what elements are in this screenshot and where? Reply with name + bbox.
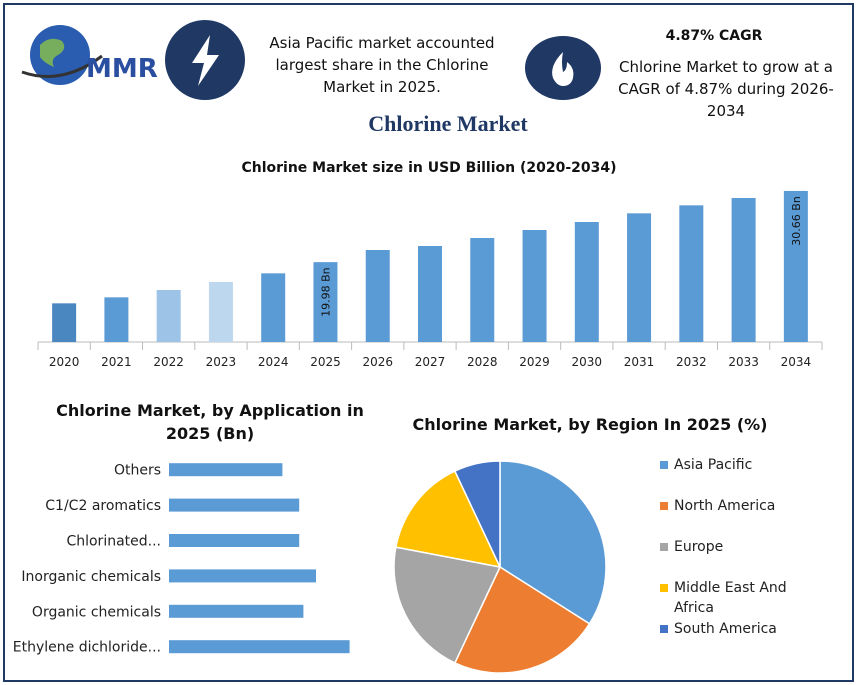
bar: [169, 604, 304, 618]
x-tick-label: 2033: [728, 355, 759, 369]
bar: [418, 246, 442, 342]
x-tick-label: 2027: [415, 355, 446, 369]
bar: [522, 230, 547, 342]
x-tick-label: 2029: [519, 355, 550, 369]
logo: MMR: [21, 25, 158, 85]
x-tick-label: 2030: [572, 355, 603, 369]
highlight-text: Asia Pacific market accounted largest sh…: [269, 34, 495, 96]
swoosh: [21, 54, 103, 78]
bar: [52, 303, 77, 342]
bar: [104, 297, 129, 342]
y-tick-label: Chlorinated...: [66, 534, 161, 550]
legend-item: Asia Pacific: [660, 455, 800, 475]
y-tick-label: Organic chemicals: [32, 604, 161, 620]
data-label: 19.98 Bn: [319, 267, 332, 317]
bar: [313, 262, 338, 342]
pie-slice: [453, 565, 591, 674]
x-tick-label: 2031: [624, 355, 655, 369]
pie-slice: [395, 470, 502, 569]
bar: [169, 640, 350, 654]
legend-label: Middle East And Africa: [674, 580, 787, 616]
legend-swatch: [660, 502, 668, 510]
flame-icon: [552, 52, 574, 86]
pie-slice: [453, 460, 501, 568]
highlight-text: Chlorine Market to grow at a CAGR of 4.8…: [618, 58, 834, 120]
legend-item: North America: [660, 496, 800, 516]
bar: [574, 222, 599, 342]
bar: [156, 290, 181, 342]
main-title: Chlorine Market: [368, 111, 528, 136]
bar: [169, 534, 300, 547]
x-tick-label: 2020: [49, 355, 80, 369]
legend-swatch: [660, 543, 668, 551]
bar: [261, 273, 286, 342]
cagr-title: 4.87% CAGR: [665, 28, 763, 44]
logo-text: MMR: [86, 54, 158, 84]
data-label: 30.66 Bn: [790, 196, 803, 246]
bar: [365, 250, 390, 342]
chart-title: Chlorine Market, by Application in 2025 …: [56, 401, 364, 443]
bar: [627, 213, 652, 342]
y-tick-label: Others: [114, 463, 161, 479]
legend-label: Asia Pacific: [674, 457, 753, 473]
x-tick-label: 2021: [101, 355, 132, 369]
x-tick-label: 2022: [153, 355, 184, 369]
legend-item: South America: [660, 619, 800, 639]
bar: [470, 238, 495, 342]
bar: [783, 190, 808, 342]
bar: [731, 198, 756, 342]
legend-swatch: [660, 461, 668, 469]
chart-title: Chlorine Market, by Region In 2025 (%): [413, 415, 768, 434]
icon-circle: [525, 36, 601, 100]
bar: [679, 205, 704, 342]
legend-label: Europe: [674, 539, 724, 555]
legend-swatch: [660, 625, 668, 633]
x-tick-label: 2023: [206, 355, 237, 369]
legend-item: Middle East And Africa: [660, 578, 800, 618]
x-tick-label: 2024: [258, 355, 289, 369]
legend-label: South America: [674, 621, 777, 637]
frame: [3, 3, 854, 682]
globe-land: [40, 38, 65, 67]
legend-item: Europe: [660, 537, 800, 557]
x-tick-label: 2026: [362, 355, 393, 369]
x-tick-label: 2028: [467, 355, 498, 369]
chart-title: Chlorine Market size in USD Billion (202…: [241, 160, 616, 176]
y-tick-label: Ethylene dichloride...: [13, 640, 161, 656]
bar: [169, 463, 283, 477]
x-tick-label: 2034: [781, 355, 812, 369]
x-tick-label: 2025: [310, 355, 341, 369]
legend-label: North America: [674, 498, 776, 514]
legend-swatch: [660, 584, 668, 592]
x-tick-label: 2032: [676, 355, 707, 369]
pie-slice: [393, 546, 502, 664]
bar: [169, 569, 316, 583]
lightning-icon: [192, 35, 219, 86]
bar: [169, 498, 300, 512]
y-tick-label: C1/C2 aromatics: [45, 498, 161, 514]
bar: [208, 282, 233, 342]
y-tick-label: Inorganic chemicals: [21, 569, 161, 585]
